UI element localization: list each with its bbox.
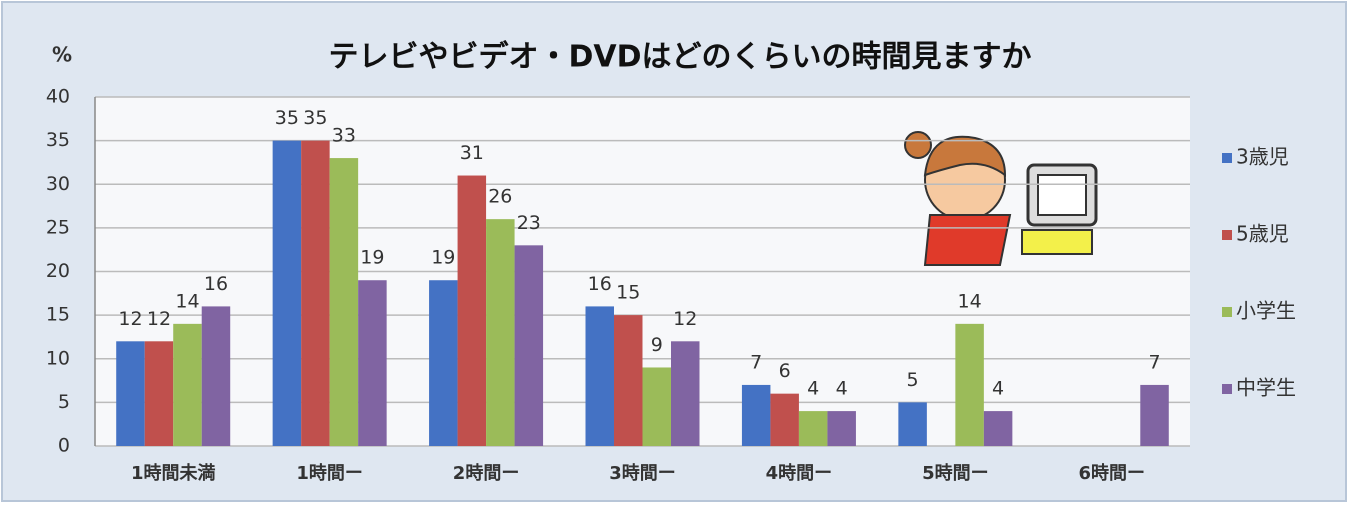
value-label: 19 [431, 247, 455, 269]
value-label: 6 [779, 360, 791, 382]
legend-label: 3歳児 [1236, 145, 1289, 169]
x-tick-label: 1時間ー [296, 463, 363, 484]
value-label: 35 [303, 107, 327, 129]
bar [330, 158, 359, 446]
legend-label: 小学生 [1236, 299, 1296, 323]
y-tick-label: 10 [46, 347, 70, 369]
y-axis-label: % [52, 43, 72, 67]
value-label: 16 [588, 273, 612, 295]
value-label: 14 [175, 290, 199, 312]
bar [301, 141, 330, 446]
bar [955, 324, 984, 446]
bar [770, 394, 799, 446]
bar [643, 367, 672, 446]
bar [827, 411, 856, 446]
value-label: 12 [673, 308, 697, 330]
bar [486, 219, 514, 446]
bar [742, 385, 771, 446]
bar [202, 306, 231, 446]
bar [898, 402, 927, 446]
y-tick-label: 30 [46, 173, 70, 195]
bar [116, 341, 145, 446]
bar [984, 411, 1013, 446]
value-label: 12 [147, 308, 171, 330]
value-label: 26 [488, 186, 512, 208]
bar [614, 315, 643, 446]
bar [1140, 385, 1169, 446]
y-tick-label: 5 [58, 391, 70, 413]
bar [586, 306, 615, 446]
value-label: 5 [907, 369, 919, 391]
chart-title: テレビやビデオ・DVDはどのくらいの時間見ますか [328, 40, 1031, 75]
y-tick-label: 40 [46, 86, 70, 108]
value-label: 12 [118, 308, 142, 330]
x-tick-label: 3時間ー [609, 463, 676, 484]
value-label: 19 [360, 247, 384, 269]
value-label: 23 [517, 212, 541, 234]
legend-label: 5歳児 [1236, 222, 1289, 246]
value-label: 7 [750, 351, 762, 373]
bar [515, 245, 544, 446]
x-tick-label: 6時間ー [1079, 463, 1146, 484]
value-label: 15 [616, 282, 640, 304]
value-label: 4 [807, 378, 819, 400]
legend-marker [1222, 230, 1232, 240]
value-label: 16 [204, 273, 228, 295]
legend-label: 中学生 [1236, 376, 1296, 400]
x-tick-label: 1時間未満 [131, 462, 216, 484]
x-tick-label: 2時間ー [453, 463, 520, 484]
bar [273, 141, 302, 446]
y-tick-label: 0 [58, 435, 70, 457]
y-tick-label: 25 [46, 216, 70, 238]
bar [145, 341, 174, 446]
bar [799, 411, 828, 446]
value-label: 4 [992, 378, 1004, 400]
bar [358, 280, 387, 446]
legend-marker [1222, 307, 1232, 317]
chart: テレビやビデオ・DVDはどのくらいの時間見ますか % 0 5 10 15 20 25 30 3… [0, 0, 1348, 503]
value-label: 4 [836, 378, 848, 400]
value-label: 9 [651, 334, 663, 356]
x-tick-label: 4時間ー [766, 463, 833, 484]
value-label: 35 [275, 107, 299, 129]
value-label: 14 [958, 290, 982, 312]
value-label: 33 [332, 125, 356, 147]
bar [429, 280, 458, 446]
y-tick-label: 35 [46, 129, 70, 151]
legend-marker [1222, 384, 1232, 394]
bar [671, 341, 700, 446]
bar [173, 324, 202, 446]
x-tick-label: 5時間ー [922, 463, 989, 484]
y-tick-label: 20 [46, 260, 70, 282]
value-label: 7 [1148, 351, 1160, 373]
legend-marker [1222, 153, 1232, 163]
y-tick-label: 15 [46, 304, 70, 326]
bar [458, 176, 487, 446]
value-label: 31 [460, 142, 484, 164]
